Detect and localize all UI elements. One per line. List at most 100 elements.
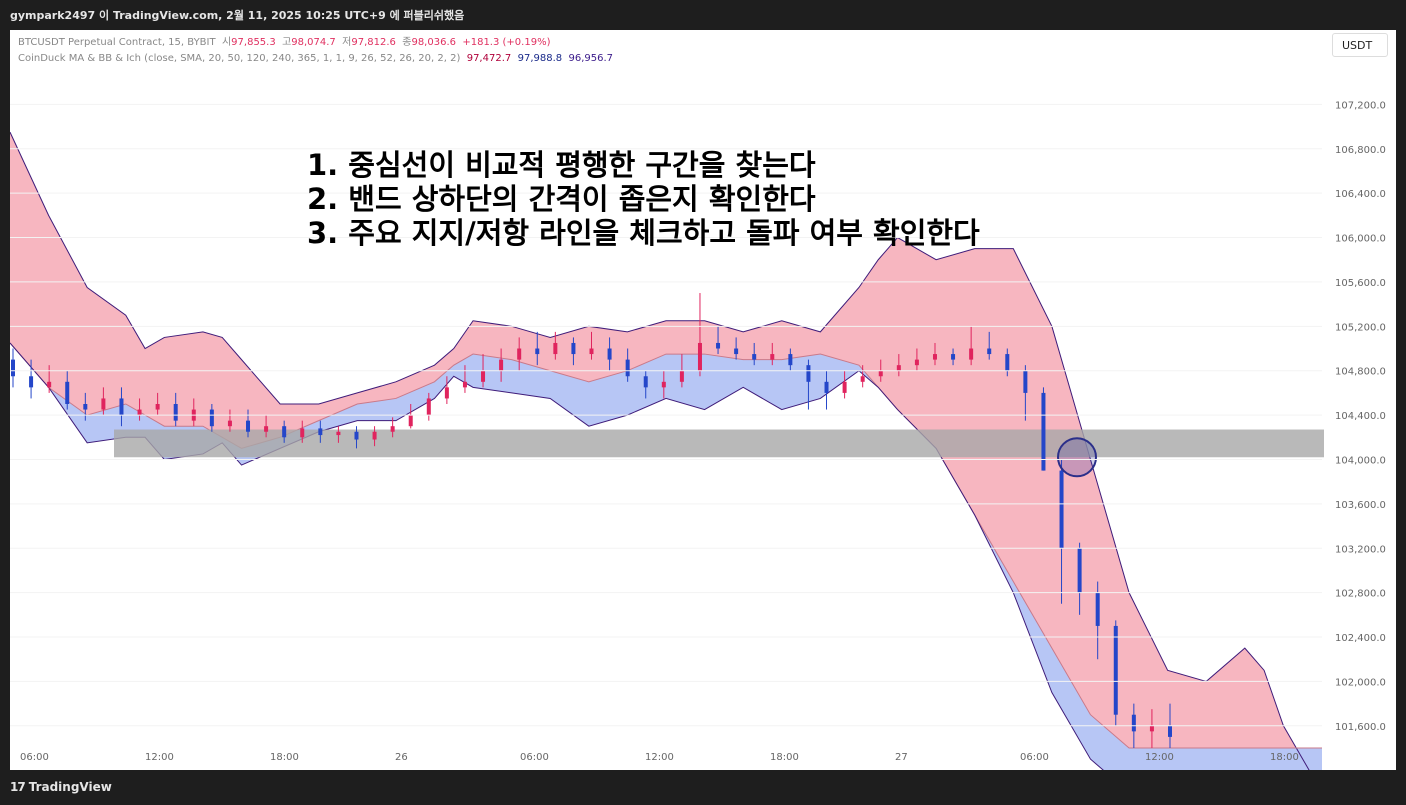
candle-body	[354, 431, 359, 440]
candle-body	[1131, 714, 1136, 732]
candle-body	[1041, 392, 1046, 471]
candle-body	[209, 409, 214, 427]
candle-body	[372, 431, 377, 440]
candle-body	[842, 381, 847, 393]
price-axis[interactable]: 101,600.0 102,000.0 102,400.0 102,800.0 103,…	[10, 100, 1386, 733]
candle-body	[499, 359, 504, 371]
price-tick-label: 103,600.0	[1335, 500, 1386, 511]
candle-body	[155, 404, 160, 410]
publish-header: gympark2497 이 TradingView.com, 2월 11, 20…	[0, 0, 1406, 30]
candle-body	[1113, 625, 1118, 715]
legend-close: 98,036.6	[411, 37, 456, 48]
legend-indicator: CoinDuck MA & BB & Ich (close, SMA, 20, …	[18, 53, 461, 64]
candle-body	[643, 376, 648, 388]
chart-legend: BTCUSDT Perpetual Contract, 15, BYBIT 시 9…	[18, 35, 613, 67]
candle-body	[246, 420, 251, 432]
candle-body	[607, 348, 612, 360]
candle-body	[300, 428, 305, 438]
candle-body	[517, 348, 522, 360]
upper-band-fill	[10, 132, 1322, 770]
footer-bar: 17 TradingView	[0, 770, 1406, 805]
candle-body	[462, 381, 467, 388]
candle-body	[1023, 370, 1028, 393]
candle-body	[101, 398, 106, 410]
price-tick-label: 104,000.0	[1335, 455, 1386, 466]
chart-frame[interactable]: 101,600.0 102,000.0 102,400.0 102,800.0 103,…	[10, 30, 1396, 770]
price-tick-label: 105,600.0	[1335, 278, 1386, 289]
candle-body	[734, 348, 739, 355]
candle-body	[914, 359, 919, 366]
legend-change: +181.3 (+0.19%)	[462, 37, 551, 48]
candle-body	[824, 381, 829, 393]
annotation-line-2: 2. 밴드 상하단의 간격이 좁은지 확인한다	[307, 182, 816, 216]
currency-button[interactable]: USDT	[1332, 33, 1388, 57]
publish-header-text: gympark2497 이 TradingView.com, 2월 11, 20…	[10, 9, 465, 22]
candle-body	[444, 387, 449, 399]
time-tick-label: 12:00	[145, 752, 174, 763]
annotation-text: 1. 중심선이 비교적 평행한 구간을 찾는다 2. 밴드 상하단의 간격이 좁…	[307, 148, 980, 250]
candle-body	[426, 398, 431, 416]
candle-body	[770, 354, 775, 360]
legend-high: 98,074.7	[291, 37, 336, 48]
candle-body	[951, 354, 956, 360]
legend-open-label: 시	[221, 37, 232, 48]
legend-high-label: 고	[282, 37, 292, 48]
tradingview-logo-icon: 17	[10, 780, 26, 794]
candle-body	[11, 359, 15, 377]
time-tick-label: 26	[395, 752, 408, 763]
time-axis[interactable]: 06:00 12:00 18:00 26 06:00 12:00 18:00 27 06:00 1…	[20, 752, 1299, 763]
breakdown-circle	[1057, 437, 1097, 478]
candle-body	[1059, 470, 1064, 549]
annotation-line-1: 1. 중심선이 비교적 평행한 구간을 찾는다	[307, 148, 816, 182]
candle-body	[29, 376, 34, 388]
time-tick-label: 06:00	[1020, 752, 1049, 763]
legend-symbol-line: BTCUSDT Perpetual Contract, 15, BYBIT 시 9…	[18, 35, 613, 51]
tradingview-brand-text: TradingView	[28, 780, 112, 794]
legend-indicator-line: CoinDuck MA & BB & Ich (close, SMA, 20, …	[18, 51, 613, 67]
candle-body	[1077, 548, 1082, 593]
legend-symbol: BTCUSDT Perpetual Contract, 15, BYBIT	[18, 37, 216, 48]
legend-low: 97,812.6	[351, 37, 396, 48]
candle-body	[481, 370, 486, 382]
tradingview-logo[interactable]: 17 TradingView	[10, 780, 112, 794]
price-tick-label: 106,800.0	[1335, 145, 1386, 156]
time-tick-label: 18:00	[1270, 752, 1299, 763]
candle-body	[788, 354, 793, 366]
legend-indicator-v2: 97,988.8	[517, 53, 563, 64]
time-tick-label: 18:00	[270, 752, 299, 763]
candle-body	[137, 409, 142, 416]
legend-close-label: 종	[402, 37, 412, 48]
legend-low-label: 저	[342, 37, 352, 48]
candle-body	[1095, 592, 1100, 626]
candle-body	[83, 404, 88, 410]
candle-body	[336, 431, 341, 436]
price-tick-label: 104,800.0	[1335, 367, 1386, 378]
legend-indicator-v3: 96,956.7	[568, 53, 614, 64]
candle-body	[535, 348, 540, 355]
price-chart[interactable]: 101,600.0 102,000.0 102,400.0 102,800.0 103,…	[10, 30, 1396, 770]
candle-body	[553, 342, 558, 355]
time-tick-label: 06:00	[20, 752, 49, 763]
price-tick-label: 104,400.0	[1335, 411, 1386, 422]
candle-body	[1149, 725, 1154, 732]
candle-body	[896, 365, 901, 371]
candle-body	[318, 428, 323, 436]
candle-body	[227, 420, 232, 427]
candle-body	[679, 370, 684, 382]
candle-body	[752, 354, 757, 360]
candle-body	[987, 348, 992, 355]
candle-body	[806, 365, 811, 382]
price-tick-label: 102,400.0	[1335, 633, 1386, 644]
candle-body	[282, 426, 287, 438]
price-tick-label: 105,200.0	[1335, 322, 1386, 333]
candle-body	[119, 398, 124, 416]
time-tick-label: 12:00	[1145, 752, 1174, 763]
candle-body	[625, 359, 630, 377]
candle-body	[716, 342, 721, 349]
candle-body	[47, 381, 52, 388]
candle-body	[571, 342, 576, 355]
candle-body	[932, 354, 937, 360]
time-tick-label: 12:00	[645, 752, 674, 763]
candle-body	[390, 426, 395, 432]
candle-body	[173, 404, 178, 421]
